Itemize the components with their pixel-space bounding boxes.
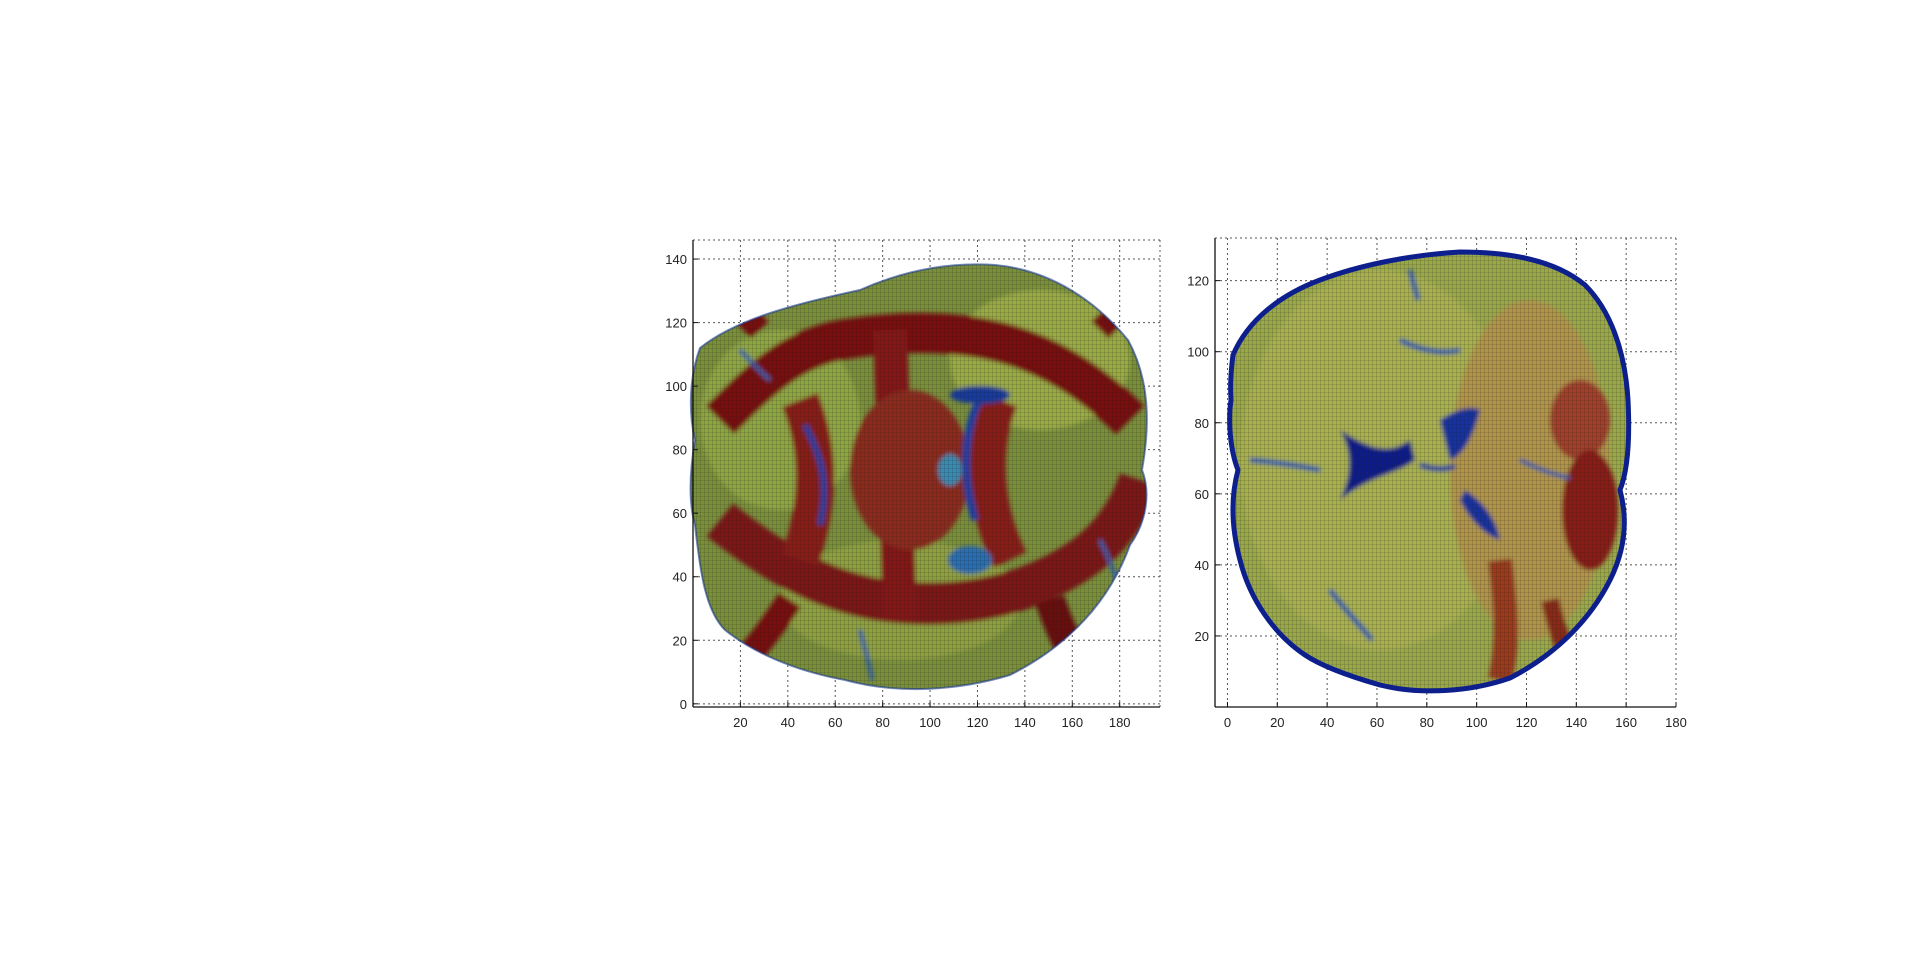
- x-tick-label: 20: [1270, 715, 1284, 730]
- y-tick-label: 20: [673, 633, 687, 648]
- left-tick-labels: 20 40 60 80 100 120 140 160 180 0 20 40 60 80 100 120 14…: [665, 252, 1130, 730]
- x-tick-label: 120: [967, 715, 989, 730]
- y-tick-label: 80: [1195, 416, 1209, 431]
- y-tick-label: 60: [1195, 487, 1209, 502]
- x-tick-label: 180: [1665, 715, 1687, 730]
- y-tick-label: 100: [665, 379, 687, 394]
- x-tick-label: 20: [733, 715, 747, 730]
- coronal-slice-image: [1227, 249, 1632, 694]
- x-tick-label: 0: [1224, 715, 1231, 730]
- y-tick-label: 140: [665, 252, 687, 267]
- y-tick-label: 40: [1195, 558, 1209, 573]
- x-tick-label: 80: [1420, 715, 1434, 730]
- y-tick-label: 0: [680, 697, 687, 712]
- y-tick-label: 60: [673, 506, 687, 521]
- axial-slice-image: [689, 263, 1148, 691]
- x-tick-label: 180: [1109, 715, 1131, 730]
- y-tick-label: 120: [1187, 274, 1209, 289]
- y-tick-label: 20: [1195, 629, 1209, 644]
- x-tick-label: 140: [1565, 715, 1587, 730]
- x-tick-label: 160: [1061, 715, 1083, 730]
- axial-slice-panel: 20 40 60 80 100 120 140 160 180 0 20 40 60 80 100 120 14…: [665, 239, 1161, 730]
- x-tick-label: 100: [1466, 715, 1488, 730]
- left-axes: [692, 240, 1160, 708]
- y-tick-label: 80: [673, 443, 687, 458]
- x-tick-label: 80: [875, 715, 889, 730]
- x-tick-label: 40: [1320, 715, 1334, 730]
- x-tick-label: 140: [1014, 715, 1036, 730]
- y-tick-label: 100: [1187, 345, 1209, 360]
- y-tick-label: 40: [673, 570, 687, 585]
- coronal-slice-panel: 0 20 40 60 80 100 120 140 160 180 20 40 60 80 100 120: [1187, 237, 1687, 730]
- x-tick-label: 60: [1370, 715, 1384, 730]
- x-tick-label: 120: [1516, 715, 1538, 730]
- x-tick-label: 160: [1615, 715, 1637, 730]
- y-tick-label: 120: [665, 316, 687, 331]
- right-axes: [1214, 238, 1677, 708]
- right-tick-labels: 0 20 40 60 80 100 120 140 160 180 20 40 60 80 100 120: [1187, 274, 1687, 730]
- x-tick-label: 60: [828, 715, 842, 730]
- x-tick-label: 40: [781, 715, 795, 730]
- x-tick-label: 100: [919, 715, 941, 730]
